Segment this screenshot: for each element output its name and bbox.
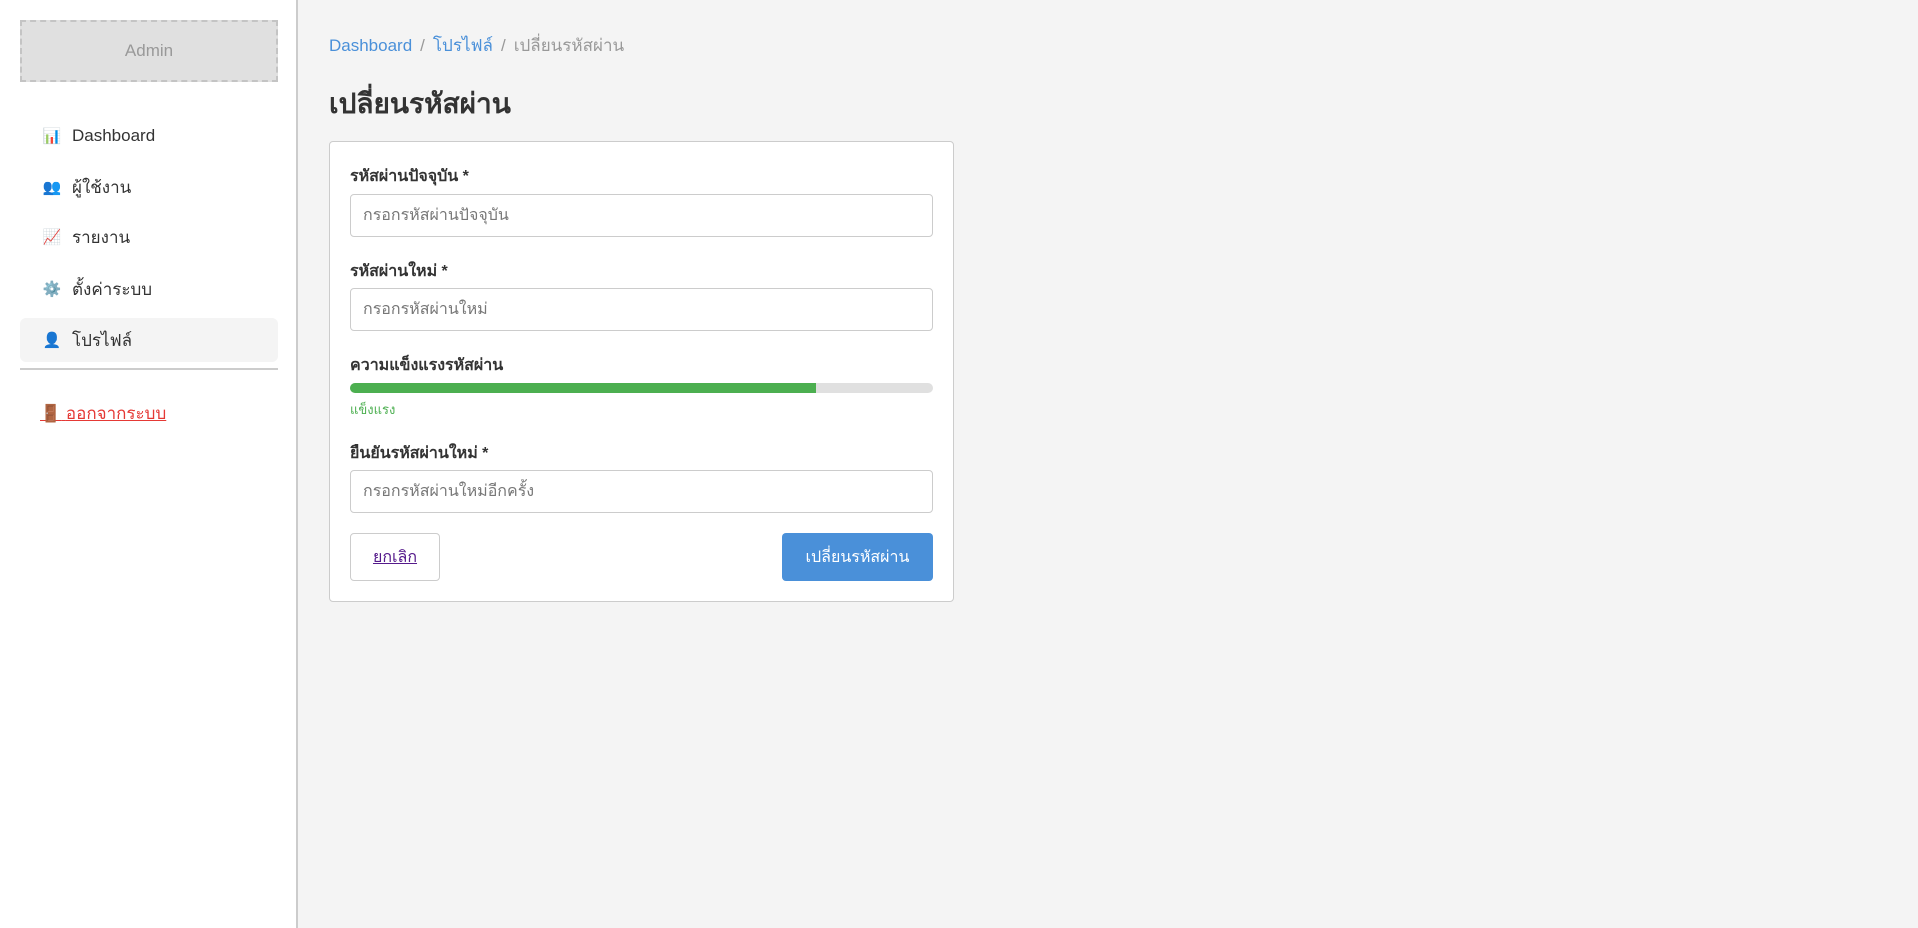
sidebar-item-label: ผู้ใช้งาน xyxy=(72,177,132,197)
breadcrumb-dashboard[interactable]: Dashboard xyxy=(329,36,413,55)
gear-icon: ⚙️ xyxy=(42,281,62,298)
sidebar-item-label: โปรไฟล์ xyxy=(72,330,133,350)
user-icon: 👤 xyxy=(42,332,62,349)
new-password-input[interactable] xyxy=(350,288,933,331)
sidebar-item-reports[interactable]: 📈 รายงาน xyxy=(20,215,278,259)
sidebar-divider xyxy=(20,368,278,370)
strength-bar xyxy=(350,383,933,393)
breadcrumb-current: เปลี่ยนรหัสผ่าน xyxy=(513,36,625,55)
page-title: เปลี่ยนรหัสผ่าน xyxy=(329,88,511,119)
current-password-label: รหัสผ่านปัจจุบัน * xyxy=(350,168,469,185)
new-password-label: รหัสผ่านใหม่ * xyxy=(350,263,448,280)
sidebar-item-label: รายงาน xyxy=(72,227,131,247)
logout-link[interactable]: 🚪 ออกจากระบบ xyxy=(40,400,166,427)
sidebar-item-users[interactable]: 👥 ผู้ใช้งาน xyxy=(20,165,278,209)
breadcrumb: Dashboard / โปรไฟล์ / เปลี่ยนรหัสผ่าน xyxy=(329,36,625,55)
chart-increasing-icon: 📈 xyxy=(42,229,62,246)
change-password-button[interactable]: เปลี่ยนรหัสผ่าน xyxy=(782,533,933,581)
door-icon: 🚪 xyxy=(40,404,62,423)
sidebar-item-dashboard[interactable]: 📊 Dashboard xyxy=(20,114,278,158)
confirm-password-input[interactable] xyxy=(350,470,933,513)
logout-label: ออกจากระบบ xyxy=(65,404,167,423)
sidebar-item-label: ตั้งค่าระบบ xyxy=(72,279,153,299)
sidebar: Admin 📊 Dashboard 👥 ผู้ใช้งาน 📈 รายงาน ⚙️ ตั… xyxy=(0,0,298,928)
confirm-password-label: ยืนยันรหัสผ่านใหม่ * xyxy=(350,445,489,462)
breadcrumb-profile[interactable]: โปรไฟล์ xyxy=(432,36,493,55)
sidebar-item-profile[interactable]: 👤 โปรไฟล์ xyxy=(20,318,278,362)
strength-bar-fill xyxy=(350,383,817,393)
logo-placeholder: Admin xyxy=(20,20,278,82)
users-icon: 👥 xyxy=(42,179,62,196)
bar-chart-icon: 📊 xyxy=(42,128,62,145)
strength-label: ความแข็งแรงรหัสผ่าน xyxy=(350,357,504,374)
sidebar-item-label: Dashboard xyxy=(72,126,156,145)
cancel-button[interactable]: ยกเลิก xyxy=(350,533,440,581)
change-password-form: รหัสผ่านปัจจุบัน * รหัสผ่านใหม่ * ความแข… xyxy=(329,141,954,602)
strength-text: แข็งแรง xyxy=(350,402,396,417)
sidebar-item-settings[interactable]: ⚙️ ตั้งค่าระบบ xyxy=(20,267,278,311)
current-password-input[interactable] xyxy=(350,194,933,237)
